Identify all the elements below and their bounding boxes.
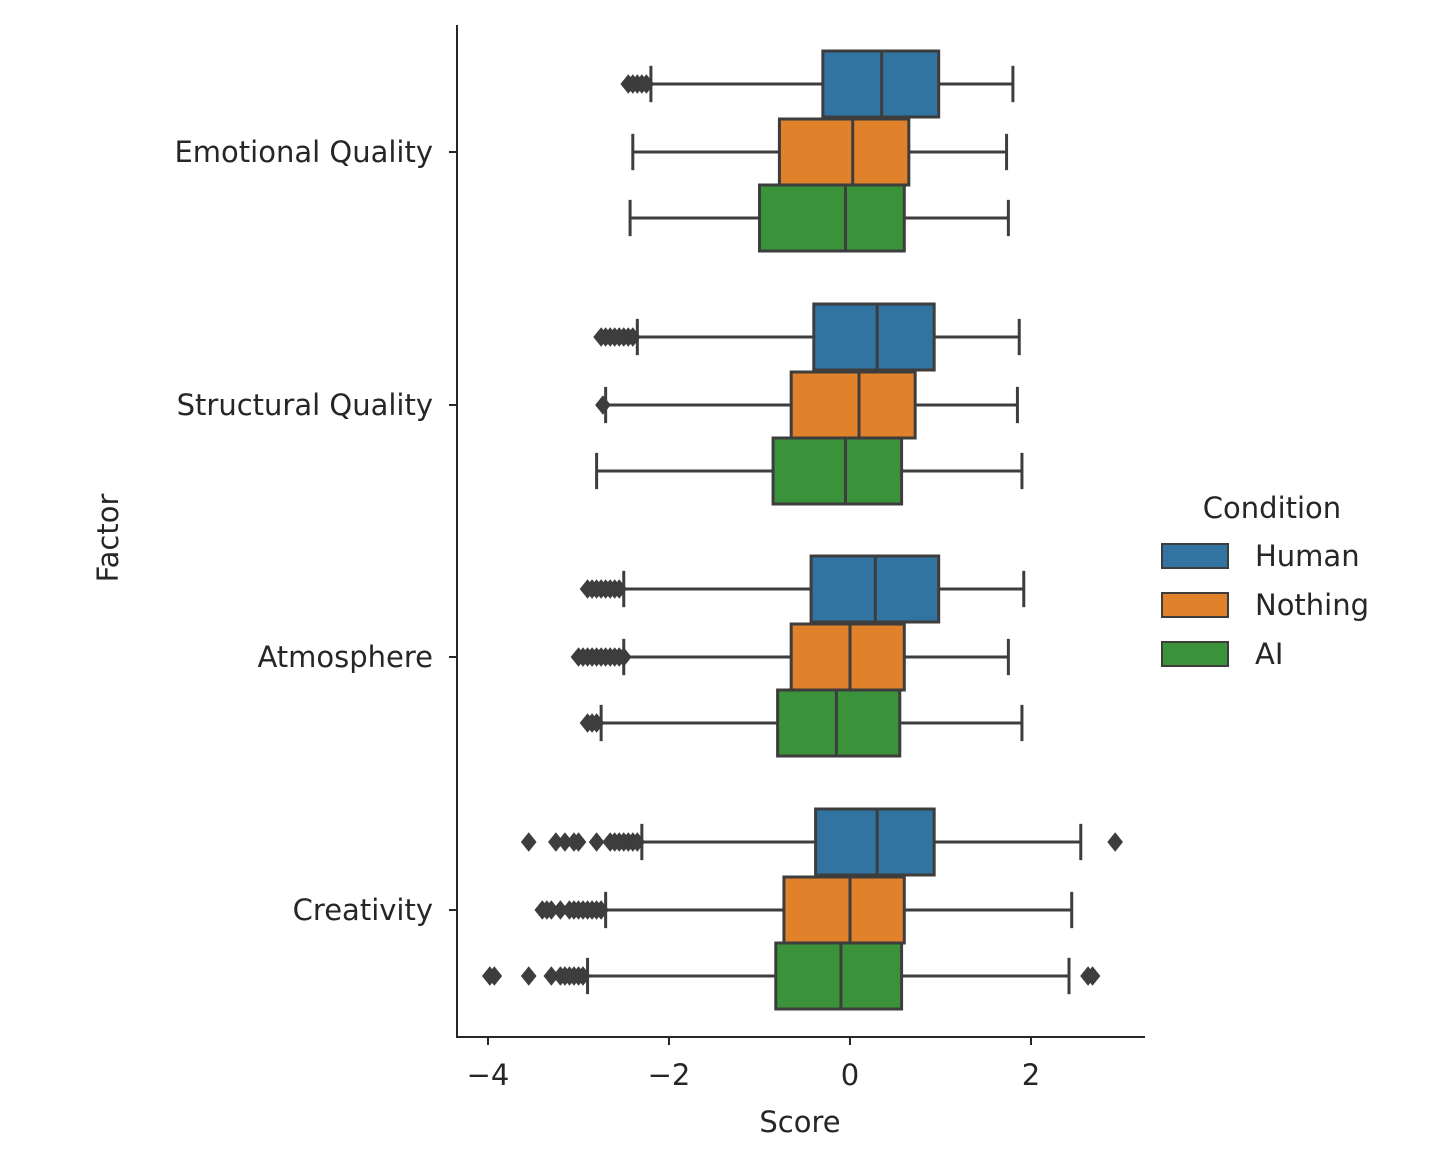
outlier-point [595, 395, 611, 415]
y-tick-label: Structural Quality [177, 388, 433, 422]
box-ai-1 [595, 436, 1024, 506]
outlier-point [1084, 966, 1101, 986]
iqr-box [814, 807, 936, 877]
iqr-box [774, 941, 904, 1011]
box-human-0 [620, 49, 1015, 119]
box-ai-3 [481, 941, 1101, 1011]
outlier-point [588, 832, 605, 852]
box-ai-0 [628, 183, 1010, 253]
legend-swatch-nothing [1161, 592, 1229, 618]
outlier-point [611, 579, 628, 599]
x-tick-label: 2 [1022, 1058, 1040, 1092]
outlier-point [486, 966, 503, 986]
y-tick-label: Emotional Quality [174, 135, 433, 169]
iqr-box [789, 370, 917, 440]
box-human-1 [593, 302, 1021, 372]
legend-label-ai: AI [1255, 637, 1283, 671]
outlier-point [588, 713, 605, 733]
outlier-point [624, 327, 641, 347]
box-nothing-3 [534, 875, 1074, 945]
outlier-point [593, 900, 609, 920]
outlier-point [520, 832, 537, 852]
outlier-point [615, 647, 632, 667]
legend-swatch-ai [1161, 641, 1229, 667]
legend-label-human: Human [1255, 539, 1360, 573]
iqr-box [782, 875, 906, 945]
iqr-box [789, 622, 906, 692]
box-nothing-0 [631, 117, 1009, 187]
x-axis-title: Score [759, 1105, 840, 1139]
iqr-box [777, 117, 911, 187]
box-nothing-2 [570, 622, 1010, 692]
iqr-box [771, 436, 904, 506]
outlier-point [629, 832, 646, 852]
iqr-box [776, 688, 902, 758]
x-tick-label: −2 [648, 1058, 691, 1092]
y-tick-label: Creativity [293, 893, 433, 927]
legend-swatch-human [1161, 543, 1229, 569]
box-human-3 [520, 807, 1124, 877]
legend-title: Condition [1203, 491, 1341, 525]
x-tick-label: 0 [841, 1058, 859, 1092]
x-tick-label: −4 [467, 1058, 510, 1092]
y-tick-label: Atmosphere [257, 640, 433, 674]
outlier-point [638, 74, 655, 94]
y-axis-title: Factor [91, 494, 125, 583]
box-ai-2 [579, 688, 1024, 758]
legend-label-nothing: Nothing [1255, 588, 1369, 622]
iqr-box [758, 183, 906, 253]
outlier-point [1107, 832, 1124, 852]
outlier-point [575, 966, 591, 986]
iqr-box [812, 302, 936, 372]
box-human-2 [579, 554, 1026, 624]
box-nothing-1 [595, 370, 1019, 440]
outlier-point [520, 966, 537, 986]
legend: Condition Human Nothing AI [1161, 491, 1369, 671]
plot-area [481, 49, 1124, 1011]
ticks: −4 −2 0 2 Emotional Quality Structural Qualit… [174, 135, 1040, 1092]
outlier-point [570, 832, 587, 852]
